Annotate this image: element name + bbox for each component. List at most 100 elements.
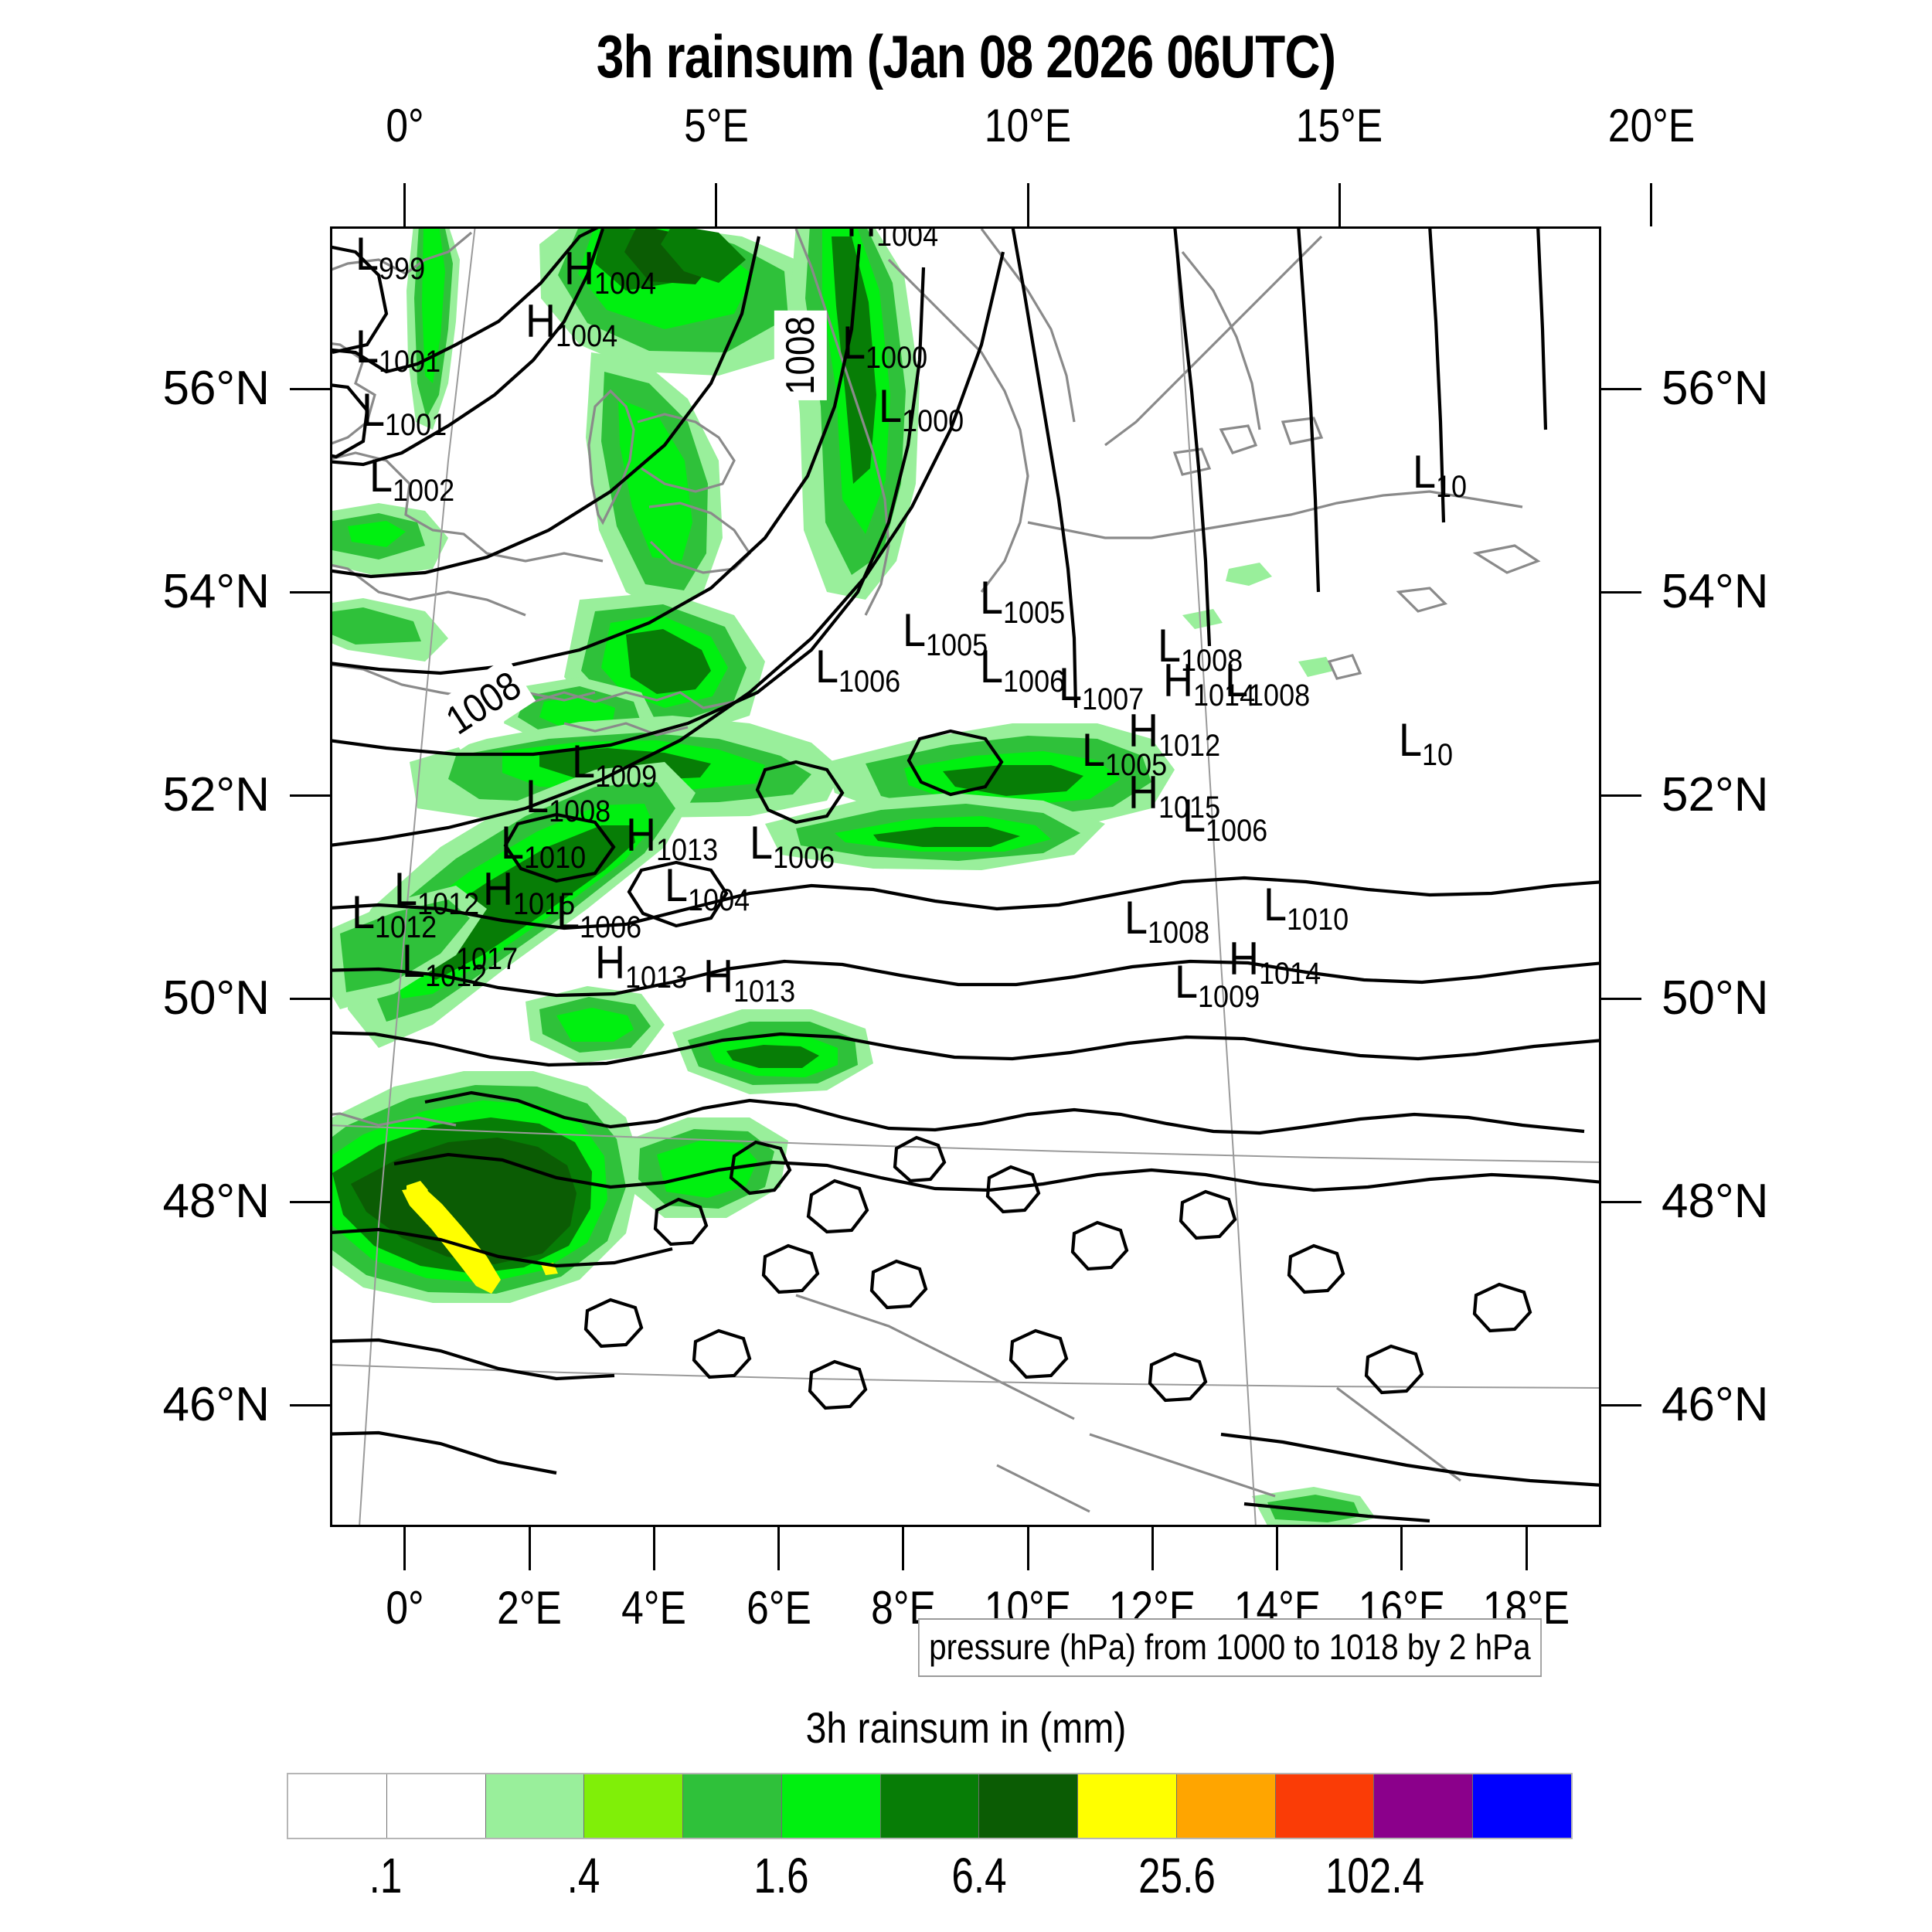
- pressure-system-value: 1012: [425, 959, 488, 993]
- top-axis-tick-label: 15°E: [1296, 100, 1383, 151]
- pressure-system-type: L: [815, 641, 839, 692]
- pressure-system-value: 1004: [556, 319, 618, 353]
- figure-title: 3h rainsum (Jan 08 2026 06UTC): [596, 22, 1336, 90]
- top-axis-tick-label: 0°: [386, 100, 424, 151]
- pressure-system-type: H: [1128, 767, 1159, 818]
- pressure-system-low-label: L1006: [556, 889, 641, 944]
- pressure-system-low-label: L1007: [1059, 662, 1144, 716]
- pressure-system-value: 1000: [902, 404, 964, 438]
- pressure-system-low-label: L1005: [903, 604, 988, 662]
- pressure-system-value: 1005: [926, 628, 988, 662]
- precipitation-field: [332, 229, 1376, 1525]
- pressure-system-high-label: H1014: [1229, 936, 1321, 990]
- pressure-system-value: 1004: [876, 226, 939, 253]
- colorbar-segment: [978, 1774, 1078, 1838]
- pressure-system-low-label: L1000: [842, 317, 927, 374]
- pressure-system-type: H: [595, 937, 626, 988]
- axis-tickmark: [290, 997, 330, 1000]
- colorbar-tick-label: 1.6: [753, 1848, 809, 1903]
- pressure-system-high-label: H1014: [1163, 658, 1255, 712]
- pressure-system-value: 1015: [1158, 791, 1221, 825]
- pressure-system-value: 1009: [595, 760, 658, 794]
- pressure-system-type: L: [665, 859, 689, 911]
- right-axis-tick-label: 48°N: [1662, 1175, 1769, 1229]
- pressure-system-type: L: [903, 604, 927, 656]
- pressure-system-low-label: L1012: [394, 863, 479, 920]
- bottom-axis-tick-label: 4°E: [621, 1582, 687, 1634]
- pressure-system-value: 10: [1422, 738, 1454, 772]
- pressure-system-low-label: L1004: [665, 859, 750, 917]
- pressure-system-type: L: [1175, 956, 1199, 1008]
- pressure-system-low-label: L1006: [1182, 790, 1267, 847]
- colorbar-tick-layer: .1 .4 1.6 6.4 25.6 102.4: [287, 1847, 1573, 1917]
- pressure-system-low-label: L1010: [501, 817, 586, 874]
- colorbar-segment: [682, 1774, 781, 1838]
- pressure-system-type: L: [1182, 790, 1206, 842]
- pressure-system-value: 1000: [866, 341, 928, 375]
- pressure-system-type: L: [394, 863, 418, 915]
- pressure-system-low-label: L1000: [879, 383, 964, 437]
- colorbar-segment: [1472, 1774, 1571, 1838]
- pressure-system-type: L: [501, 817, 525, 869]
- pressure-system-low-label: L10: [1399, 717, 1453, 771]
- colorbar-tick-label: 102.4: [1325, 1848, 1425, 1903]
- pressure-system-value: 1012: [375, 910, 437, 944]
- axis-tickmark: [403, 183, 406, 226]
- axis-tickmark: [1026, 1527, 1029, 1570]
- axis-tickmark: [1026, 183, 1029, 226]
- isobar-value-label: 1008: [774, 311, 827, 400]
- colorbar-segment: [879, 1774, 979, 1838]
- pressure-system-low-label: L1006: [750, 820, 835, 874]
- pressure-system-high-label: H1013: [595, 937, 687, 994]
- axis-tickmark: [715, 183, 718, 226]
- axis-tickmark: [1601, 794, 1641, 797]
- pressure-system-low-label: L1006: [815, 641, 900, 698]
- axis-tickmark: [528, 1527, 531, 1570]
- pressure-system-value: 10: [1436, 470, 1468, 504]
- pressure-system-type: H: [846, 229, 876, 247]
- colorbar-tick-label: 6.4: [951, 1848, 1007, 1903]
- axis-tickmark: [1400, 1527, 1403, 1570]
- pressure-system-type: L: [1158, 620, 1182, 672]
- pressure-system-low-label: L999: [355, 231, 425, 285]
- colorbar-tick-label: .4: [566, 1848, 600, 1903]
- axis-tickmark: [290, 387, 330, 390]
- pressure-system-type: L: [352, 886, 376, 938]
- pressure-system-value: 1012: [1158, 729, 1221, 763]
- axis-tickmark: [1601, 1200, 1641, 1203]
- pressure-system-low-label: L1008: [526, 774, 611, 828]
- pressure-system-value: 1013: [625, 961, 688, 995]
- pressure-system-type: H: [483, 863, 514, 915]
- pressure-system-value: 1008: [1181, 644, 1243, 678]
- pressure-system-type: L: [355, 321, 379, 372]
- pressure-system-type: L: [980, 572, 1004, 624]
- pressure-system-high-label: H1013: [626, 812, 718, 866]
- pressure-system-type: L: [980, 641, 1004, 692]
- top-axis-tick-label: 10°E: [984, 100, 1072, 151]
- pressure-system-type: L: [1059, 658, 1083, 710]
- pressure-system-high-label: H1004: [564, 246, 656, 300]
- colorbar-segment: [485, 1774, 584, 1838]
- map-number-label: 1017: [456, 942, 519, 976]
- pressure-system-low-label: L1001: [362, 387, 447, 441]
- bottom-axis-tick-label: 0°: [386, 1582, 424, 1634]
- pressure-system-type: L: [1225, 655, 1249, 706]
- left-axis-tick-label: 52°N: [162, 768, 270, 822]
- pressure-system-high-label: H1012: [1128, 708, 1220, 762]
- axis-tickmark: [1151, 1527, 1154, 1570]
- axis-tickmark: [290, 590, 330, 594]
- map-panel: L999L1001L1001L1002H1004H1004H1004L1000L…: [330, 226, 1601, 1527]
- pressure-system-type: L: [842, 317, 866, 369]
- pressure-system-value: 1009: [1198, 980, 1260, 1014]
- colorbar-segment: [1373, 1774, 1473, 1838]
- axis-tickmark: [1601, 1403, 1641, 1406]
- right-axis-tick-label: 54°N: [1662, 565, 1769, 619]
- colorbar-segment: [1175, 1774, 1275, 1838]
- bottom-axis-tick-label: 6°E: [746, 1582, 811, 1634]
- pressure-system-type: H: [703, 951, 734, 1002]
- pressure-system-value: 1015: [513, 887, 576, 921]
- pressure-system-value: 1008: [1248, 679, 1311, 713]
- left-axis-tick-label: 48°N: [162, 1175, 270, 1229]
- right-axis-tick-label: 52°N: [1662, 768, 1769, 822]
